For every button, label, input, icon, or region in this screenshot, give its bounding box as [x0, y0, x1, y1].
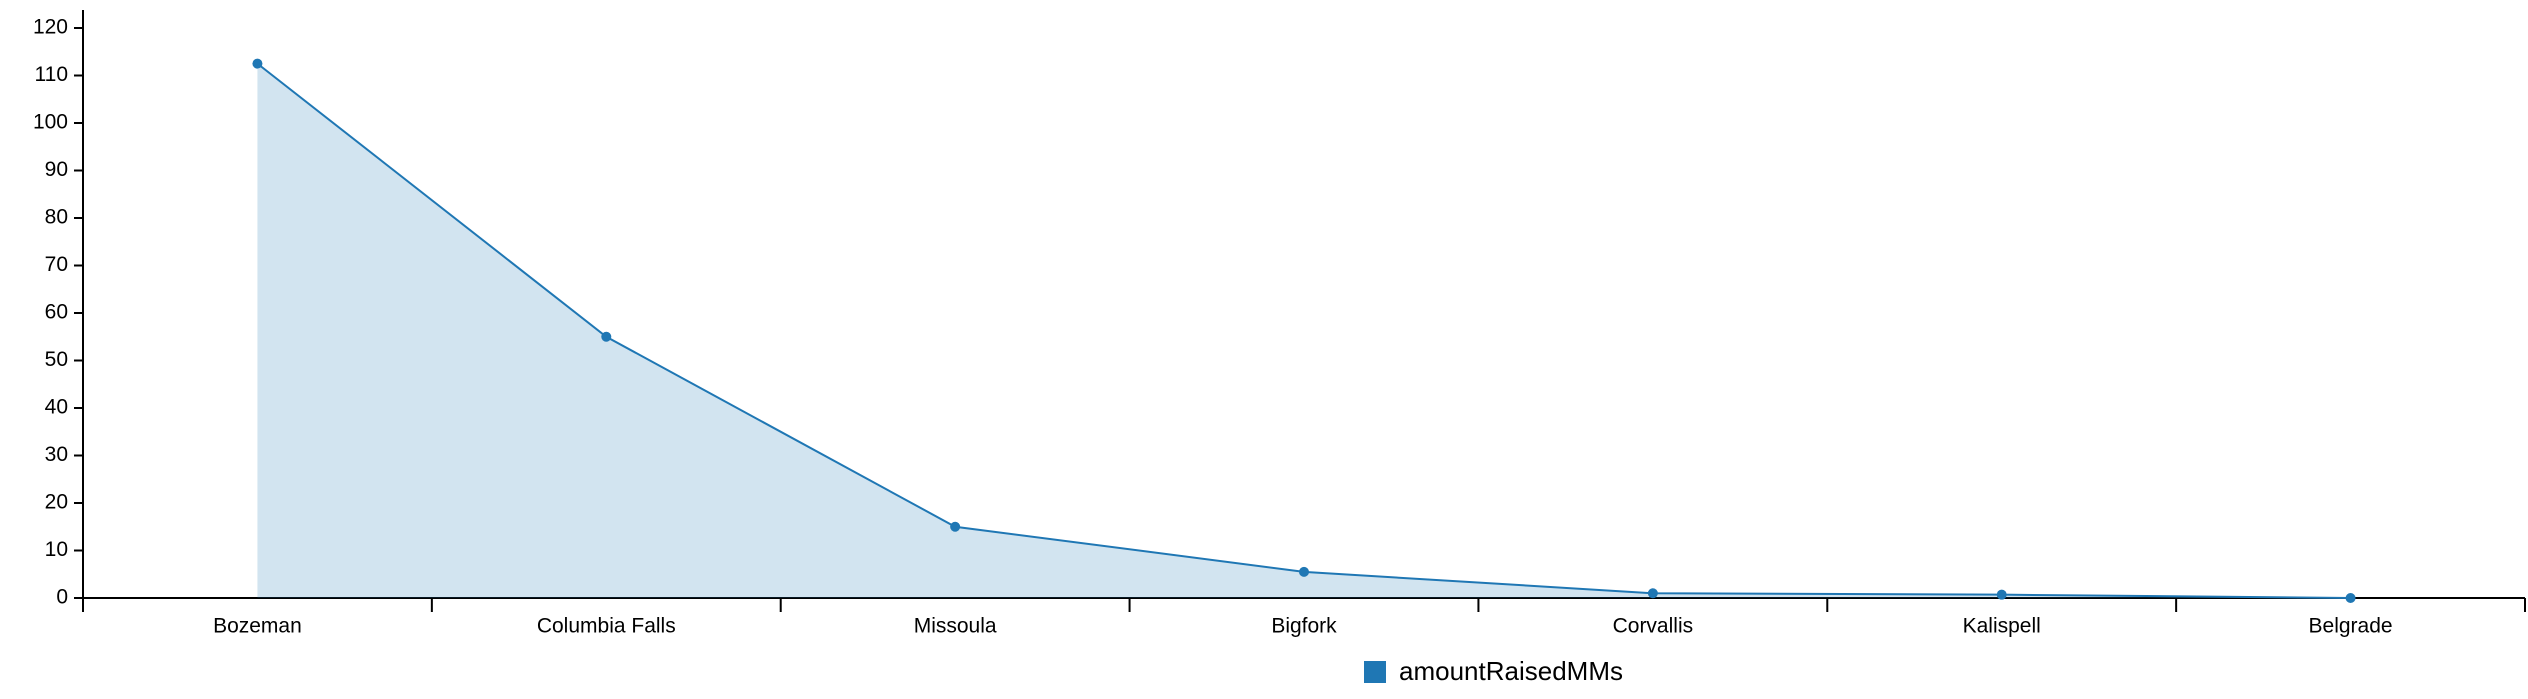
y-tick-label: 110: [35, 63, 68, 86]
point: [1647, 588, 1658, 599]
x-tick-label: Belgrade: [2309, 615, 2393, 638]
y-tick-label: 60: [45, 301, 68, 324]
y-tick-label: 0: [56, 586, 68, 609]
x-tick-label: Bigfork: [1271, 615, 1337, 638]
legend-swatch: [1364, 661, 1386, 683]
y-tick-label: 40: [45, 396, 68, 419]
y-tick-label: 100: [33, 111, 68, 134]
y-tick-label: 30: [45, 443, 68, 466]
y-tick-label: 50: [45, 348, 68, 371]
y-tick-label: 120: [33, 16, 68, 39]
x-tick-label: Kalispell: [1963, 615, 2041, 638]
y-tick-label: 90: [45, 158, 68, 181]
y-tick-label: 80: [45, 206, 68, 229]
point: [1996, 589, 2007, 600]
x-tick-label: Bozeman: [213, 615, 302, 638]
point: [950, 521, 961, 532]
x-tick-label: Columbia Falls: [537, 615, 676, 638]
y-tick-label: 20: [45, 491, 68, 514]
y-tick-label: 70: [45, 253, 68, 276]
point: [601, 331, 612, 342]
y-tick-label: 10: [45, 538, 68, 561]
point: [2345, 593, 2356, 603]
x-tick-label: Corvallis: [1613, 615, 1694, 638]
point: [1299, 566, 1309, 577]
point: [252, 58, 263, 69]
legend-label: amountRaisedMMs: [1399, 656, 1623, 686]
area: [257, 63, 2351, 598]
x-tick-label: Missoula: [914, 615, 997, 638]
